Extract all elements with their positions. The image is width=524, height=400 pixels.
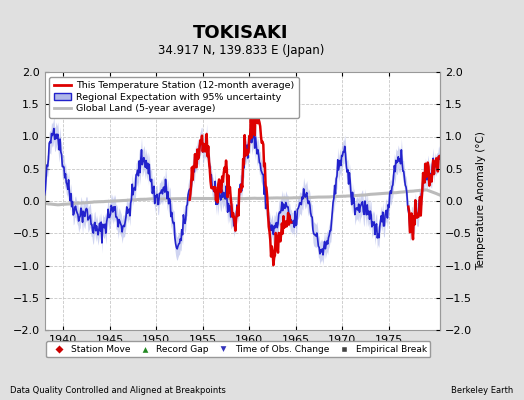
Text: TOKISAKI: TOKISAKI xyxy=(193,24,289,42)
Y-axis label: Temperature Anomaly (°C): Temperature Anomaly (°C) xyxy=(476,132,486,270)
Text: 34.917 N, 139.833 E (Japan): 34.917 N, 139.833 E (Japan) xyxy=(158,44,324,57)
Legend: Station Move, Record Gap, Time of Obs. Change, Empirical Break: Station Move, Record Gap, Time of Obs. C… xyxy=(47,341,430,358)
Legend: This Temperature Station (12-month average), Regional Expectation with 95% uncer: This Temperature Station (12-month avera… xyxy=(49,77,299,118)
Text: Data Quality Controlled and Aligned at Breakpoints: Data Quality Controlled and Aligned at B… xyxy=(10,386,226,395)
Text: Berkeley Earth: Berkeley Earth xyxy=(451,386,514,395)
